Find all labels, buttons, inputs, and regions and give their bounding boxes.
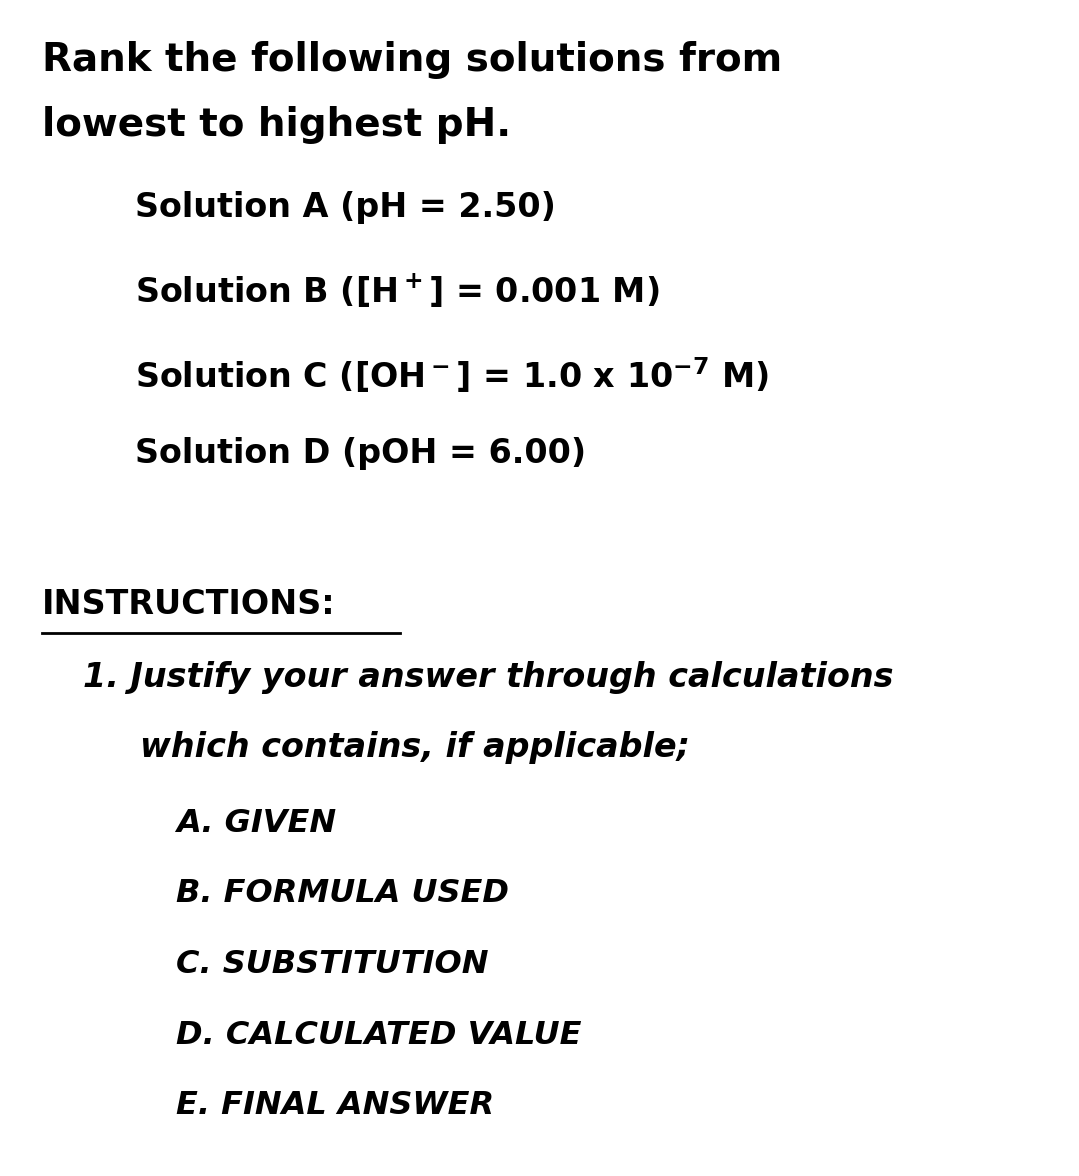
Text: which contains, if applicable;: which contains, if applicable; <box>140 731 691 764</box>
Text: C. SUBSTITUTION: C. SUBSTITUTION <box>177 949 489 980</box>
Text: Solution B ([H$\mathbf{^+}$] = 0.001 M): Solution B ([H$\mathbf{^+}$] = 0.001 M) <box>135 273 659 310</box>
Text: B. FORMULA USED: B. FORMULA USED <box>177 878 509 909</box>
Text: Solution A (pH = 2.50): Solution A (pH = 2.50) <box>135 191 556 223</box>
Text: Solution C ([OH$\mathbf{^-}$] = 1.0 x 10$\mathbf{^{-7}}$ M): Solution C ([OH$\mathbf{^-}$] = 1.0 x 10… <box>135 355 768 395</box>
Text: 1. Justify your answer through calculations: 1. Justify your answer through calculati… <box>83 661 893 694</box>
Text: INSTRUCTIONS:: INSTRUCTIONS: <box>41 588 336 621</box>
Text: E. FINAL ANSWER: E. FINAL ANSWER <box>177 1090 494 1121</box>
Text: Rank the following solutions from: Rank the following solutions from <box>41 41 782 79</box>
Text: Solution D (pOH = 6.00): Solution D (pOH = 6.00) <box>135 437 586 470</box>
Text: D. CALCULATED VALUE: D. CALCULATED VALUE <box>177 1020 582 1050</box>
Text: lowest to highest pH.: lowest to highest pH. <box>41 106 510 143</box>
Text: A. GIVEN: A. GIVEN <box>177 808 337 838</box>
